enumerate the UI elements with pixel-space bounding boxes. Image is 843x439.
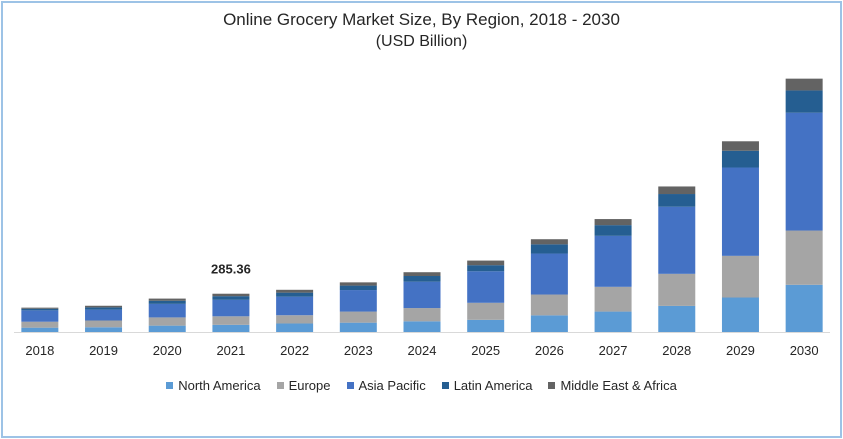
x-tick-label-2019: 2019 (89, 343, 118, 358)
legend-item-latin-america: Latin America (441, 378, 533, 393)
bar-2024-north-america (403, 321, 441, 332)
bar-2025-middle-east-africa (467, 260, 505, 266)
legend-label-north-america: North America (178, 378, 261, 393)
legend-swatch-north-america (166, 382, 174, 389)
bar-2026-north-america (530, 315, 568, 332)
legend-swatch-middle-east-africa (548, 382, 556, 389)
legend-label-latin-america: Latin America (453, 378, 533, 393)
bar-2023-middle-east-africa (339, 282, 377, 286)
bar-2020-asia-pacific (148, 303, 186, 318)
x-tick-label-2021: 2021 (216, 343, 245, 358)
bar-2023-latin-america (339, 285, 377, 291)
bar-2021-middle-east-africa (212, 293, 250, 297)
bar-2027-latin-america (594, 225, 632, 236)
bar-2022-asia-pacific (276, 296, 314, 316)
x-tick-label-2023: 2023 (344, 343, 373, 358)
bar-2027-asia-pacific (594, 235, 632, 287)
bar-2025-asia-pacific (467, 271, 505, 303)
bar-2030-asia-pacific (785, 112, 823, 231)
bar-2019-europe (85, 320, 123, 328)
x-tick-label-2030: 2030 (790, 343, 819, 358)
bar-2023-asia-pacific (339, 290, 377, 312)
bar-2030-europe (785, 230, 823, 285)
legend-swatch-europe (276, 382, 284, 389)
bar-2027-north-america (594, 311, 632, 332)
bar-2029-europe (721, 255, 759, 298)
legend-label-asia-pacific: Asia Pacific (358, 378, 426, 393)
bar-2019-middle-east-africa (85, 305, 123, 308)
bar-2029-asia-pacific (721, 167, 759, 256)
bar-2028-north-america (658, 305, 696, 332)
bar-2021-europe (212, 316, 250, 325)
bar-2024-asia-pacific (403, 281, 441, 309)
bar-2024-middle-east-africa (403, 272, 441, 276)
legend-item-asia-pacific: Asia Pacific (346, 378, 426, 393)
x-tick-label-2018: 2018 (25, 343, 54, 358)
bar-2026-europe (530, 294, 568, 316)
bar-2027-europe (594, 286, 632, 312)
chart-legend: North America Europe Asia Pacific Latin Ame… (0, 378, 843, 393)
legend-item-north-america: North America (166, 378, 261, 393)
bar-2018-asia-pacific (21, 310, 59, 322)
bar-2028-asia-pacific (658, 206, 696, 274)
bar-2023-europe (339, 311, 377, 323)
bar-2026-asia-pacific (530, 253, 568, 295)
bar-2019-north-america (85, 327, 123, 332)
bar-2024-latin-america (403, 276, 441, 282)
x-tick-label-2022: 2022 (280, 343, 309, 358)
bar-2018-europe (21, 321, 59, 328)
x-tick-label-2028: 2028 (662, 343, 691, 358)
bar-2030-north-america (785, 284, 823, 332)
bar-2030-middle-east-africa (785, 78, 823, 91)
bar-2021-latin-america (212, 296, 250, 300)
legend-label-middle-east-africa: Middle East & Africa (560, 378, 677, 393)
bar-2020-europe (148, 317, 186, 326)
bar-2025-north-america (467, 319, 505, 332)
bar-2021-north-america (212, 324, 250, 332)
bar-2018-north-america (21, 327, 59, 332)
bar-2025-europe (467, 302, 505, 320)
x-tick-label-2027: 2027 (599, 343, 628, 358)
legend-swatch-latin-america (441, 382, 449, 389)
x-tick-label-2025: 2025 (471, 343, 500, 358)
bar-2022-north-america (276, 323, 314, 332)
legend-label-europe: Europe (288, 378, 331, 393)
bar-2025-latin-america (467, 265, 505, 272)
bar-2022-europe (276, 315, 314, 324)
bar-2018-middle-east-africa (21, 307, 59, 309)
chart-title: Online Grocery Market Size, By Region, 2… (223, 10, 620, 29)
bar-2019-asia-pacific (85, 309, 123, 321)
bar-2028-europe (658, 273, 696, 306)
bar-2026-middle-east-africa (530, 239, 568, 245)
bar-2018-latin-america (21, 308, 59, 311)
bar-2020-latin-america (148, 300, 186, 304)
x-tick-label-2026: 2026 (535, 343, 564, 358)
bar-2028-latin-america (658, 194, 696, 207)
x-tick-label-2029: 2029 (726, 343, 755, 358)
legend-item-europe: Europe (276, 378, 331, 393)
bar-2019-latin-america (85, 307, 123, 310)
legend-swatch-asia-pacific (346, 382, 354, 389)
bar-2029-latin-america (721, 150, 759, 168)
data-label-2021: 285.36 (211, 262, 251, 277)
bar-2026-latin-america (530, 244, 568, 254)
bar-2029-north-america (721, 297, 759, 332)
bar-2023-north-america (339, 322, 377, 332)
x-tick-label-2024: 2024 (408, 343, 437, 358)
bar-2028-middle-east-africa (658, 186, 696, 195)
legend-item-middle-east-africa: Middle East & Africa (548, 378, 677, 393)
bar-2022-latin-america (276, 292, 314, 297)
chart-subtitle: (USD Billion) (375, 33, 468, 50)
bar-2029-middle-east-africa (721, 141, 759, 151)
bar-2020-north-america (148, 325, 186, 332)
bar-2022-middle-east-africa (276, 289, 314, 293)
bar-2021-asia-pacific (212, 299, 250, 317)
bar-2020-middle-east-africa (148, 298, 186, 301)
bar-2024-europe (403, 308, 441, 322)
x-tick-label-2020: 2020 (153, 343, 182, 358)
bar-2030-latin-america (785, 90, 823, 113)
bar-2027-middle-east-africa (594, 219, 632, 226)
